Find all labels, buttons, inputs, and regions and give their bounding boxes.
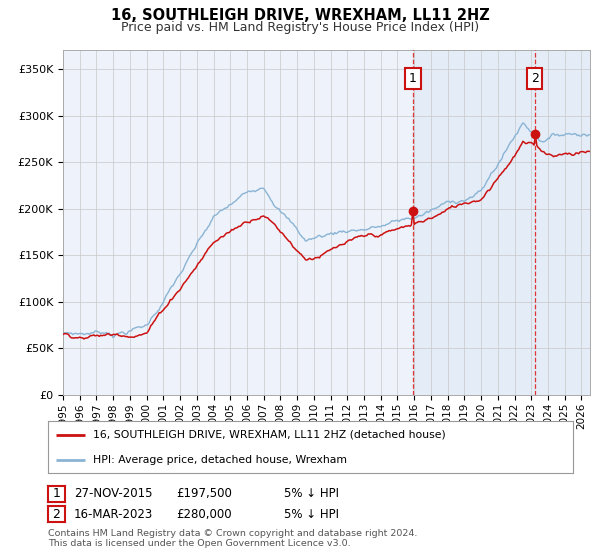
Text: Contains HM Land Registry data © Crown copyright and database right 2024.: Contains HM Land Registry data © Crown c… (48, 529, 418, 538)
Text: 27-NOV-2015: 27-NOV-2015 (74, 487, 152, 501)
Text: £197,500: £197,500 (176, 487, 232, 501)
Text: 16-MAR-2023: 16-MAR-2023 (74, 507, 153, 521)
Text: 1: 1 (409, 72, 417, 85)
Text: 5% ↓ HPI: 5% ↓ HPI (284, 487, 339, 501)
Text: 16, SOUTHLEIGH DRIVE, WREXHAM, LL11 2HZ: 16, SOUTHLEIGH DRIVE, WREXHAM, LL11 2HZ (110, 8, 490, 24)
Text: 2: 2 (531, 72, 539, 85)
Text: 2: 2 (52, 507, 61, 521)
Text: 5% ↓ HPI: 5% ↓ HPI (284, 507, 339, 521)
Text: HPI: Average price, detached house, Wrexham: HPI: Average price, detached house, Wrex… (92, 455, 347, 465)
Bar (413, 50, 535, 395)
Bar (535, 50, 590, 395)
Text: Price paid vs. HM Land Registry's House Price Index (HPI): Price paid vs. HM Land Registry's House … (121, 21, 479, 34)
Text: 16, SOUTHLEIGH DRIVE, WREXHAM, LL11 2HZ (detached house): 16, SOUTHLEIGH DRIVE, WREXHAM, LL11 2HZ … (92, 430, 445, 440)
Text: 1: 1 (52, 487, 61, 501)
Text: This data is licensed under the Open Government Licence v3.0.: This data is licensed under the Open Gov… (48, 539, 350, 548)
Text: £280,000: £280,000 (176, 507, 232, 521)
